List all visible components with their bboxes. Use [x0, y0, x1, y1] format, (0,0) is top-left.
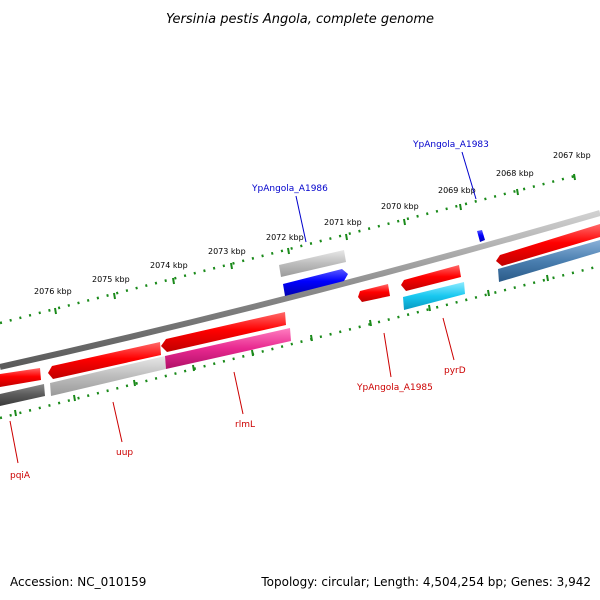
- gene-label-rlmL: rlmL: [235, 420, 255, 430]
- cog-dark: [0, 384, 45, 406]
- label-leaders: [9, 151, 477, 464]
- cds-forward-right[interactable]: [496, 224, 600, 266]
- cog-track: [0, 240, 600, 406]
- tick-label: 2070 kbp: [381, 202, 419, 211]
- accession-text: Accession: NC_010159: [10, 575, 146, 589]
- inner-major-ticks: [14, 274, 549, 417]
- gene-label-YpAngola_A1986: YpAngola_A1986: [251, 184, 328, 194]
- cds-rlmL[interactable]: [161, 312, 286, 352]
- cds-uup[interactable]: [48, 342, 161, 379]
- cog-magenta: [165, 328, 291, 369]
- tick-label: 2074 kbp: [150, 261, 188, 270]
- cds-YpAngola_A1983[interactable]: [477, 230, 485, 242]
- tick-label: 2067 kbp: [553, 151, 591, 160]
- tick-label: 2075 kbp: [92, 275, 130, 284]
- tick-label: 2068 kbp: [496, 169, 534, 178]
- forward-cds-track: [0, 224, 600, 387]
- reverse-cds-track: [283, 230, 485, 296]
- genome-backbone: [0, 210, 600, 370]
- gene-label-pqiA: pqiA: [10, 471, 31, 481]
- gene-label-YpAngola_A1983: YpAngola_A1983: [412, 140, 489, 150]
- genome-title: Yersinia pestis Angola, complete genome: [166, 12, 434, 27]
- tick-label: 2071 kbp: [324, 218, 362, 227]
- cds-pyrD[interactable]: [401, 265, 461, 291]
- cog-cyan: [403, 282, 465, 310]
- gene-label-YpAngola_A1985: YpAngola_A1985: [356, 383, 433, 393]
- cog-gray-top: [279, 250, 346, 277]
- tick-label: 2073 kbp: [208, 247, 246, 256]
- cds-pqiA[interactable]: [0, 368, 41, 387]
- major-ticks: [54, 173, 576, 315]
- cds-YpAngola_A1986[interactable]: [283, 269, 348, 296]
- genome-summary-text: Topology: circular; Length: 4,504,254 bp…: [260, 575, 591, 589]
- cog-steel: [498, 240, 600, 282]
- gene-label-pyrD: pyrD: [444, 366, 466, 376]
- tick-label: 2069 kbp: [438, 186, 476, 195]
- tick-label: 2072 kbp: [266, 233, 304, 242]
- cds-YpAngola_A1985[interactable]: [358, 284, 390, 302]
- cog-gray: [50, 356, 166, 396]
- tick-label: 2076 kbp: [34, 287, 72, 296]
- gene-label-uup: uup: [116, 448, 133, 458]
